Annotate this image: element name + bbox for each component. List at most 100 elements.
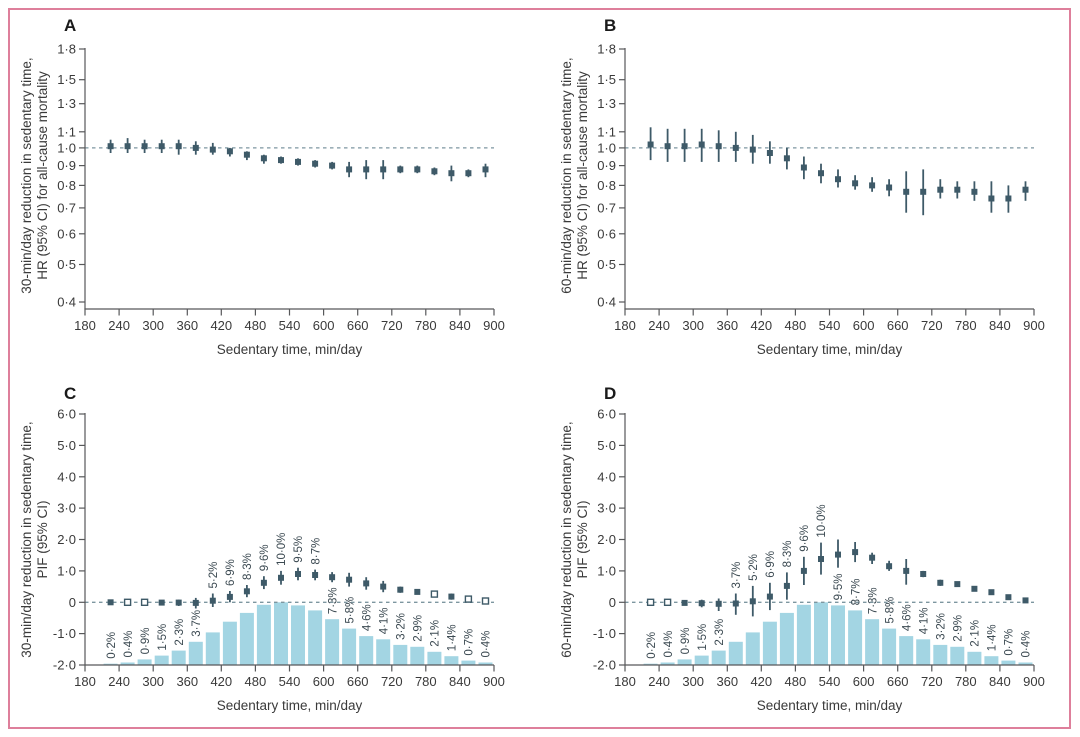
data-point bbox=[363, 166, 370, 173]
histogram-bar bbox=[103, 663, 118, 665]
bar-percentage-label: 7·3% bbox=[867, 587, 879, 614]
x-tick-label: 300 bbox=[142, 674, 164, 689]
data-point bbox=[971, 585, 978, 592]
bar-percentage-label: 4·6% bbox=[901, 604, 913, 631]
data-point bbox=[800, 567, 807, 574]
data-point bbox=[243, 151, 250, 158]
histogram-bar bbox=[154, 655, 169, 665]
data-point bbox=[903, 188, 910, 195]
data-point bbox=[278, 157, 284, 164]
y-axis-title-line2: HR (95% CI) for all-cause mortality bbox=[35, 71, 50, 280]
data-point bbox=[783, 582, 790, 589]
histogram-bar bbox=[410, 646, 425, 665]
panel-b-chart: 1·8 1·5 1·3 1·11·0 0·9 0·8 0·7 0·6 0·5 0·4 180 240 3… bbox=[559, 16, 1045, 357]
data-point bbox=[295, 571, 301, 577]
data-point bbox=[312, 572, 319, 578]
histogram-bar bbox=[325, 619, 340, 665]
y-tick-label: 1·3 bbox=[57, 96, 76, 111]
data-point bbox=[175, 599, 182, 606]
histogram-bar bbox=[137, 659, 152, 665]
data-point bbox=[988, 589, 995, 596]
y-tick-label: 0·4 bbox=[57, 295, 76, 310]
data-point bbox=[1005, 195, 1012, 202]
bar-percentage-label: 1·4% bbox=[447, 624, 459, 651]
x-tick-label: 480 bbox=[785, 674, 807, 689]
y-tick-label: 0·8 bbox=[597, 178, 616, 193]
x-tick-label: 780 bbox=[955, 674, 977, 689]
x-tick-label: 840 bbox=[989, 318, 1011, 333]
histogram-bar bbox=[882, 628, 897, 665]
data-point-open bbox=[646, 598, 655, 607]
x-tick-label: 300 bbox=[682, 674, 704, 689]
data-point bbox=[329, 162, 336, 169]
x-tick-label: 360 bbox=[176, 674, 198, 689]
data-point bbox=[971, 188, 978, 195]
panel-letter: D bbox=[604, 384, 616, 403]
data-point bbox=[818, 556, 824, 562]
panel-d: 6·0 5·0 4·0 3·0 2·0 1·0 0 -1·0 -2·0 180 240 300 360 4… bbox=[540, 368, 1080, 737]
y-tick-label: 0·5 bbox=[57, 257, 76, 272]
histogram-bar bbox=[711, 650, 726, 665]
histogram-bar bbox=[933, 644, 948, 665]
y-tick-label: -2·0 bbox=[53, 658, 76, 673]
y-tick-label: 1·0 bbox=[57, 563, 76, 578]
bar-percentage-label: 3·7% bbox=[731, 562, 743, 589]
y-tick-label: 1·5 bbox=[57, 72, 76, 87]
x-tick-label: 420 bbox=[750, 674, 772, 689]
data-point bbox=[431, 168, 438, 175]
y-tick-label: 0·6 bbox=[57, 226, 76, 241]
bar-percentage-label: 2·3% bbox=[714, 619, 726, 646]
data-point bbox=[954, 186, 961, 193]
bar-percentage-label: 9·5% bbox=[833, 574, 845, 601]
bar-percentage-label: 8·3% bbox=[242, 553, 254, 580]
x-tick-label: 900 bbox=[483, 674, 505, 689]
data-point bbox=[886, 184, 893, 191]
y-tick-label: 0·8 bbox=[57, 178, 76, 193]
panel-letter: C bbox=[64, 384, 76, 403]
y-axis-title-line1: 30-min/day reduction in sedentary time, bbox=[19, 421, 34, 657]
y-tick-label: 0·7 bbox=[57, 200, 76, 215]
y-tick-label: 6·0 bbox=[57, 407, 76, 422]
bar-percentage-label: 6·9% bbox=[225, 559, 237, 586]
histogram-bar bbox=[478, 662, 493, 665]
data-point bbox=[397, 166, 404, 173]
x-tick-label: 720 bbox=[381, 674, 403, 689]
bar-percentage-label: 6·9% bbox=[765, 551, 777, 578]
data-point bbox=[226, 148, 233, 155]
x-tick-label: 600 bbox=[313, 318, 335, 333]
data-point bbox=[107, 599, 114, 606]
data-point bbox=[681, 143, 688, 150]
histogram-bar bbox=[359, 636, 374, 665]
data-point bbox=[749, 598, 756, 605]
bar-percentage-label: 4·1% bbox=[918, 607, 930, 634]
x-tick-label: 540 bbox=[279, 318, 301, 333]
histogram-bar bbox=[745, 632, 760, 665]
x-tick-label: 180 bbox=[74, 674, 96, 689]
y-axis-title-line1: 60-min/day reduction in sedentary time, bbox=[559, 421, 574, 657]
bar-percentage-label: 9·6% bbox=[799, 525, 811, 552]
histogram-bar bbox=[239, 612, 254, 665]
histogram-bar bbox=[984, 656, 999, 665]
bar-percentage-label: 10·0% bbox=[816, 504, 828, 537]
bar-percentage-label: 5·2% bbox=[208, 562, 220, 589]
y-tick-label: 1·5 bbox=[597, 72, 616, 87]
data-point bbox=[800, 164, 807, 171]
data-point-open bbox=[123, 598, 132, 607]
y-tick-label: 0·7 bbox=[597, 200, 616, 215]
y-tick-label: 0·6 bbox=[597, 226, 616, 241]
data-point bbox=[363, 580, 370, 587]
panel-b: 1·8 1·5 1·3 1·1 1·0 0·9 0·8 0·7 0·6 0·5 0·4 180 240 3… bbox=[540, 0, 1080, 369]
bar-percentage-label: 0·4% bbox=[123, 631, 135, 658]
histogram-bar bbox=[274, 602, 288, 666]
data-point bbox=[1005, 594, 1012, 601]
histogram-bar bbox=[188, 641, 203, 665]
bar-percentage-label: 9·6% bbox=[259, 544, 271, 571]
y-tick-label: 2·0 bbox=[57, 532, 76, 547]
y-axis-title-line2: PIF (95% CI) bbox=[35, 500, 50, 578]
x-tick-label: 420 bbox=[750, 318, 772, 333]
histogram-bar bbox=[779, 612, 794, 665]
bar-percentage-label: 2·1% bbox=[970, 620, 982, 647]
data-point bbox=[835, 551, 841, 558]
histogram-bar bbox=[848, 610, 863, 665]
